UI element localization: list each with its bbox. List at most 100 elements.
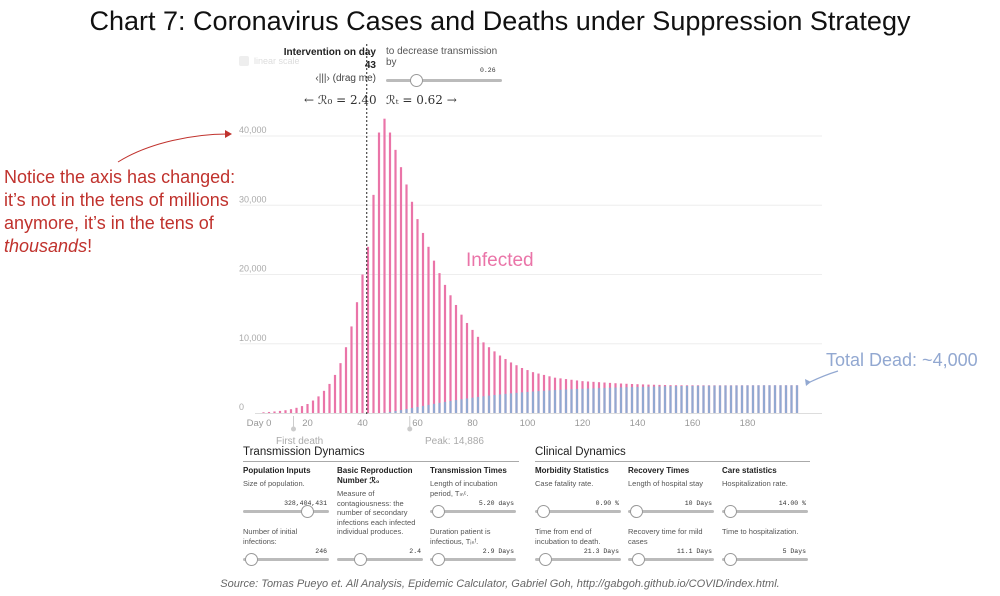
param-slider-knob[interactable] [723, 505, 737, 518]
param-secondary-slider-knob[interactable] [631, 553, 645, 566]
dead-bar [746, 385, 749, 413]
infected-bar [526, 370, 529, 413]
infected-label: Infected [466, 250, 534, 271]
param-secondary-slider[interactable] [430, 553, 516, 566]
infected-bar [504, 358, 507, 413]
peak-dot [407, 426, 413, 432]
param-secondary-slider-knob[interactable] [431, 553, 445, 566]
y-tick-label: 30,000 [239, 194, 267, 204]
infected-bar [482, 342, 485, 413]
dead-bar [685, 385, 689, 413]
decrease-slider-knob[interactable] [410, 74, 424, 87]
linear-scale-checkbox[interactable] [239, 56, 249, 66]
dead-bar [768, 385, 771, 413]
param-secondary-slider-knob[interactable] [538, 553, 552, 566]
param-secondary-slider-knob[interactable] [244, 553, 258, 566]
param-slider-knob[interactable] [536, 505, 550, 518]
decrease-transmission-label: to decrease transmission by [386, 46, 498, 68]
dead-bar [432, 403, 436, 413]
total-dead-arrowhead [805, 379, 811, 386]
param-column: Recovery Times Length of hospital stay [628, 466, 716, 489]
param-secondary-slider[interactable] [628, 553, 714, 566]
infected-bar [394, 149, 397, 413]
dead-bar [740, 385, 744, 413]
param-description-secondary: Time from end of incubation to death. [535, 527, 601, 546]
param-description: Case fatality rate. [535, 479, 594, 488]
dead-bar [460, 399, 463, 413]
dead-bar [641, 386, 645, 413]
dead-bar [498, 394, 502, 413]
dead-bar [735, 385, 738, 413]
param-secondary-slider-knob[interactable] [723, 553, 737, 566]
infected-bar [273, 411, 276, 413]
param-value: 5.20 days [478, 500, 514, 507]
infected-bar [262, 412, 265, 413]
infected-bar [471, 329, 474, 413]
infected-bar [377, 132, 381, 413]
dead-bar [762, 385, 766, 413]
infected-bar [520, 367, 524, 413]
first-death-label: First death [276, 436, 323, 447]
dead-bar [603, 387, 606, 413]
infected-bar [306, 403, 309, 413]
param-secondary-slider[interactable] [243, 553, 329, 566]
epidemic-bar-chart: 0 10,000 20,000 30,000 40,000 Day 0 20 40 60 80 1… [117, 44, 978, 447]
param-description-secondary: Number of initial infections: [243, 527, 298, 546]
infected-bar [355, 302, 359, 413]
param-slider[interactable] [628, 505, 714, 518]
param-column: Morbidity Statistics Case fatality rate. [535, 466, 623, 489]
dead-bar [779, 385, 782, 413]
infected-bar [366, 246, 370, 413]
param-secondary-slider-knob[interactable] [353, 553, 367, 566]
param-heading: Basic Reproduction Number ℛ₀ [337, 466, 413, 485]
drag-handle-icon[interactable]: ‹|||› [315, 73, 330, 84]
note-line: Notice the axis has changed: [4, 167, 236, 187]
param-secondary-slider[interactable] [722, 553, 808, 566]
drag-hint: (drag me) [332, 73, 376, 84]
param-secondary-slider[interactable] [337, 553, 423, 566]
dead-bar [405, 409, 408, 413]
dead-bar [625, 387, 628, 413]
dead-bar [443, 401, 447, 413]
param-slider-knob[interactable] [300, 505, 314, 518]
param-description: Hospitalization rate. [722, 479, 788, 488]
param-secondary-value: 2.9 Days [482, 548, 514, 555]
infected-bar [476, 336, 480, 413]
infected-bar [460, 314, 463, 413]
param-description-secondary: Duration patient is infectious, Tᵢₙᶠ. [430, 527, 491, 546]
param-slider[interactable] [430, 505, 516, 518]
dead-bar [399, 410, 403, 413]
param-slider[interactable] [243, 505, 329, 518]
infected-bar [267, 411, 271, 413]
infected-bar [350, 326, 353, 413]
linear-scale-label: linear scale [254, 56, 300, 66]
dead-bar [592, 388, 595, 413]
dead-bar [586, 388, 590, 413]
dead-bar [515, 392, 518, 413]
infected-bar [295, 407, 298, 413]
param-column: Population Inputs Size of population. [243, 466, 331, 489]
param-slider[interactable] [535, 505, 621, 518]
dead-bar [509, 393, 513, 413]
infected-bar [399, 167, 403, 413]
decrease-slider[interactable] [386, 74, 502, 87]
infected-bar [361, 274, 364, 413]
dead-bar [537, 391, 540, 413]
param-slider-knob[interactable] [431, 505, 445, 518]
infected-bar [322, 390, 326, 413]
dead-bar [636, 386, 639, 413]
param-slider-knob[interactable] [629, 505, 643, 518]
dead-bar [773, 385, 777, 413]
dead-bar [702, 385, 705, 413]
infected-bar [317, 396, 320, 413]
x-tick-label: 140 [630, 418, 646, 429]
dead-bar [795, 385, 799, 413]
infected-bar [372, 194, 375, 413]
x-tick-label: 60 [412, 418, 423, 429]
param-slider[interactable] [722, 505, 808, 518]
dead-bar [487, 395, 491, 413]
param-secondary-slider[interactable] [535, 553, 621, 566]
dead-bar [663, 386, 667, 413]
dead-bar [652, 386, 656, 413]
param-description-secondary: Time to hospitalization. [722, 527, 799, 536]
